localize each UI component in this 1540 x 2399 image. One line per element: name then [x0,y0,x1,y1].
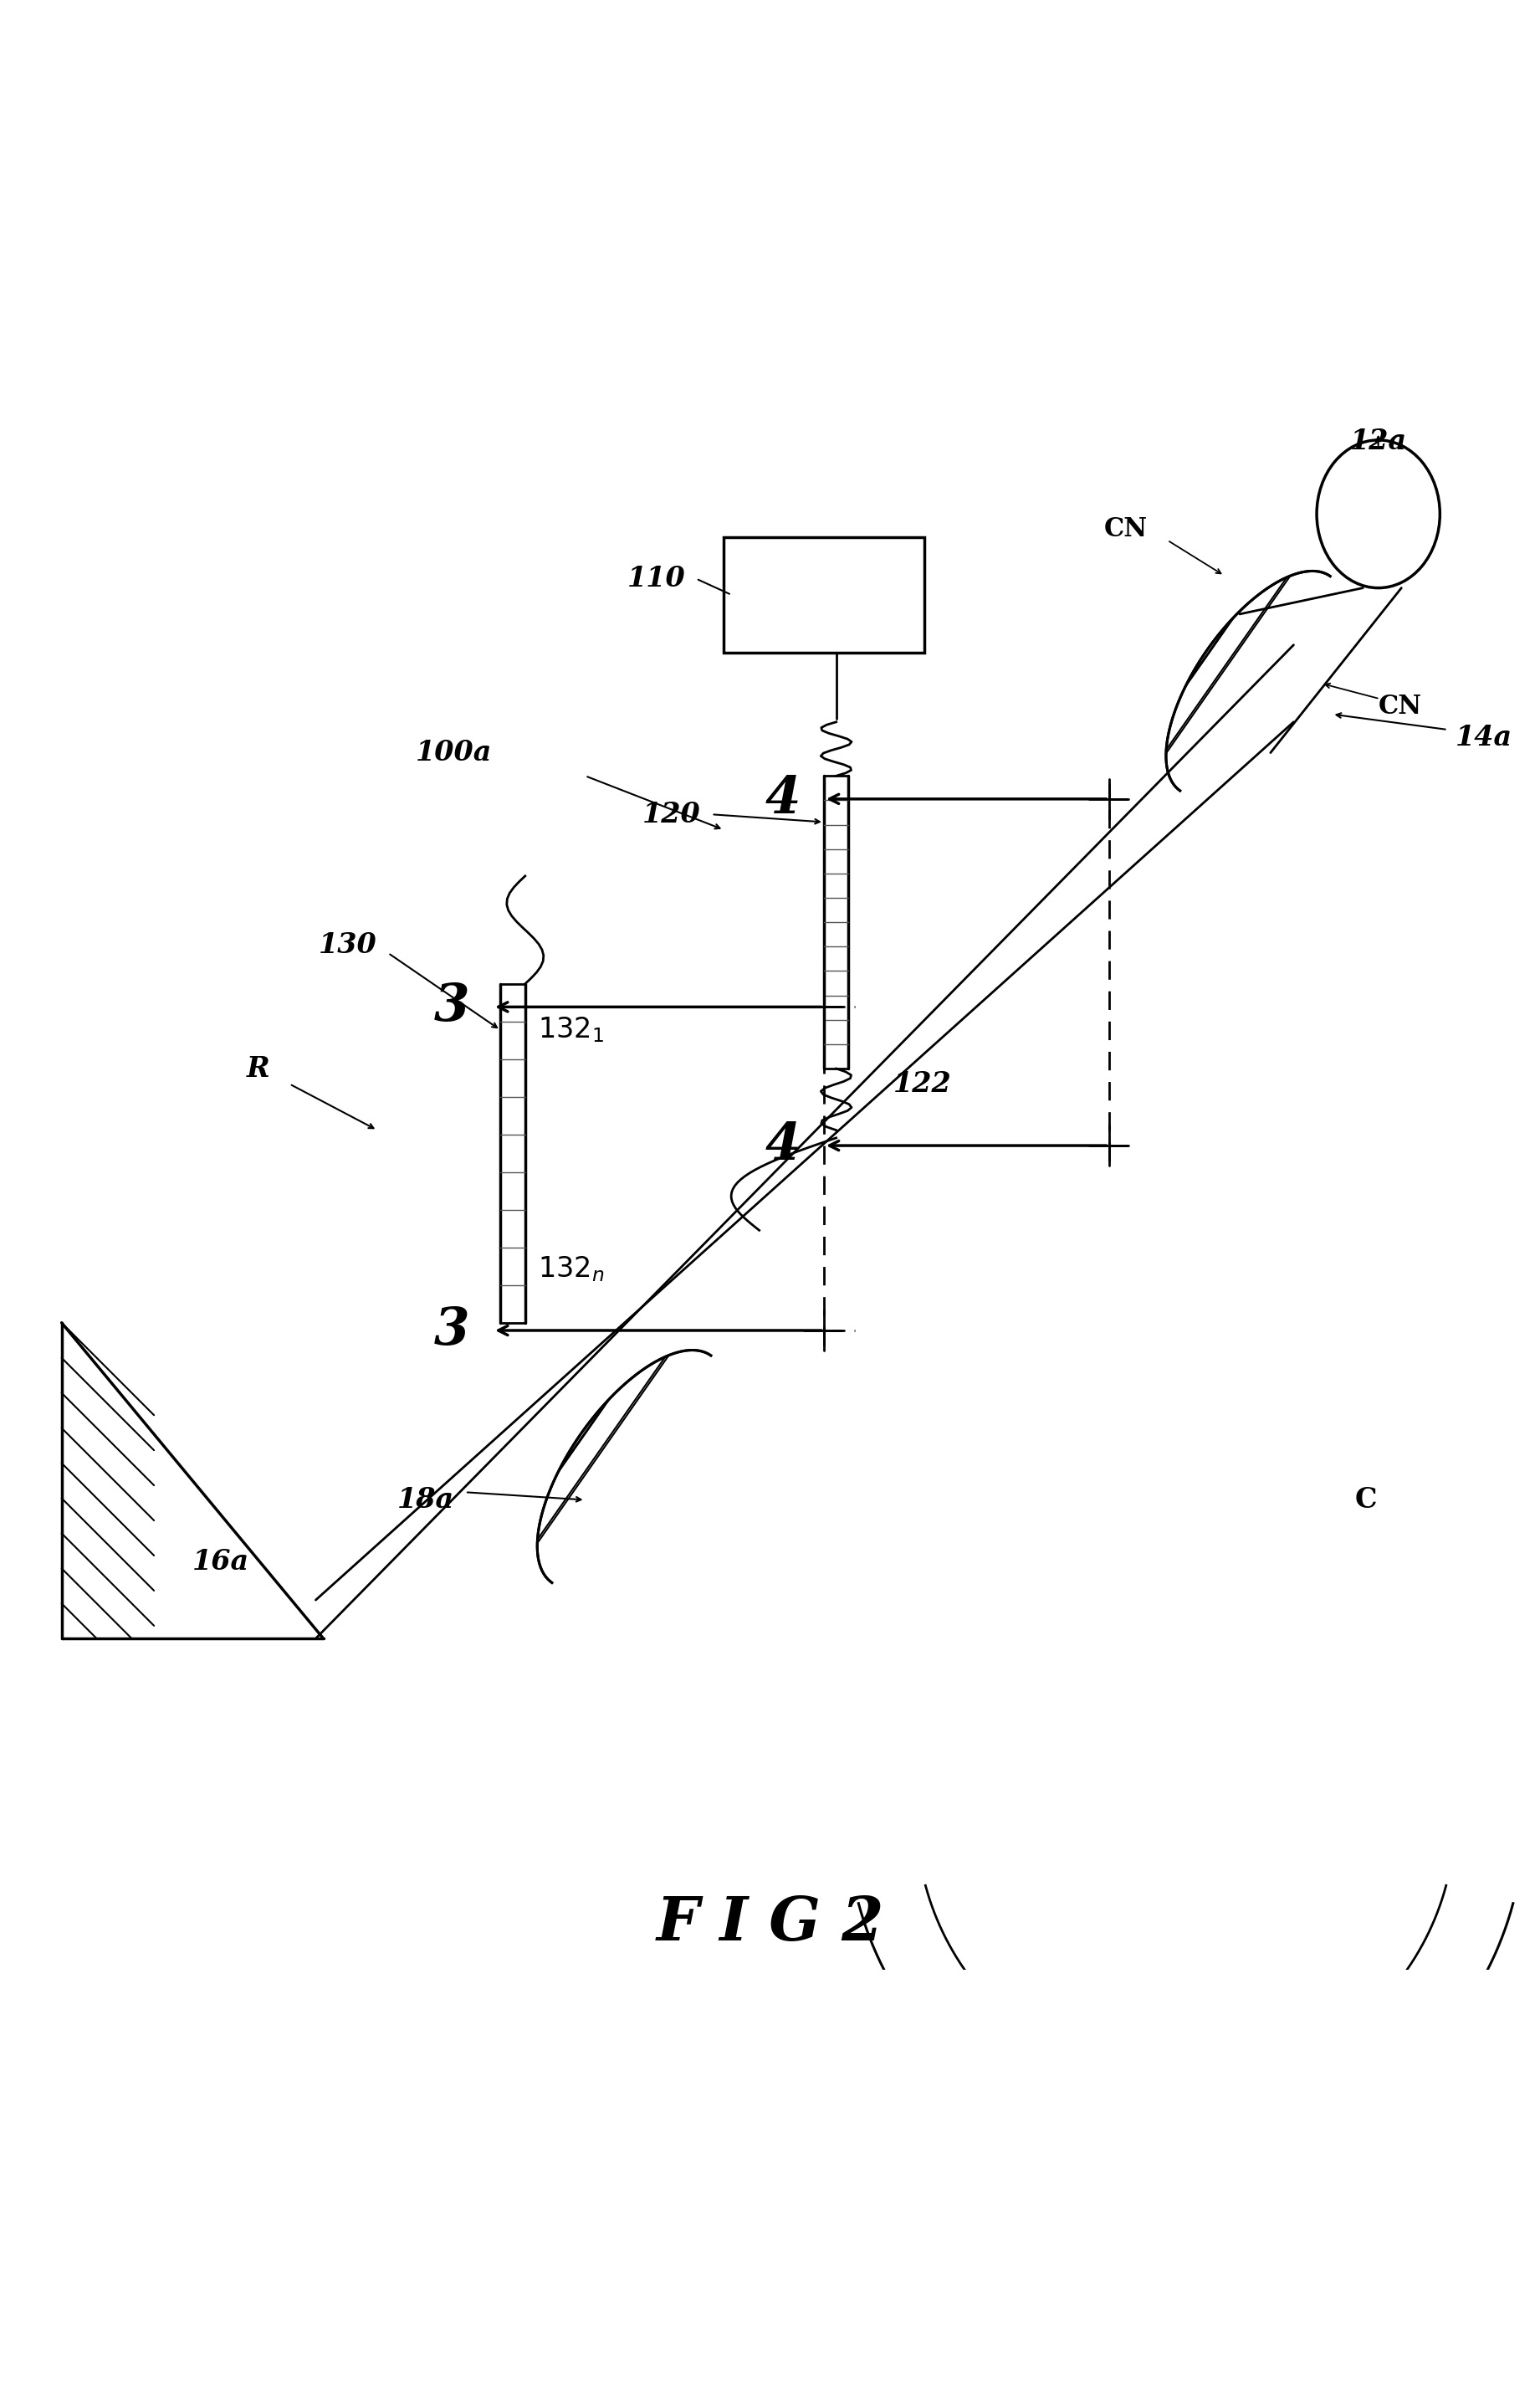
Text: 130: 130 [319,931,377,960]
Text: 12a: 12a [1349,427,1408,456]
Text: 3: 3 [434,981,470,1032]
Text: F I G 2: F I G 2 [656,1893,884,1953]
Text: 14a: 14a [1455,724,1512,751]
Text: C: C [1355,1485,1377,1514]
Text: 3: 3 [434,1305,470,1355]
Bar [724,537,924,653]
Text: 18a: 18a [397,1485,454,1514]
Text: 110: 110 [627,564,685,593]
Text: 4: 4 [765,1120,801,1171]
Text: $132_n$: $132_n$ [537,1255,604,1283]
Text: $132_1$: $132_1$ [537,1015,604,1044]
Text: 100a: 100a [416,739,493,768]
Text: 4: 4 [765,775,801,825]
Text: 16a: 16a [192,1547,249,1576]
Text: CN: CN [1104,516,1147,542]
Text: 122: 122 [893,1070,952,1099]
Text: CN: CN [1378,693,1421,720]
Text: 120: 120 [642,801,701,828]
Text: R: R [246,1056,270,1082]
